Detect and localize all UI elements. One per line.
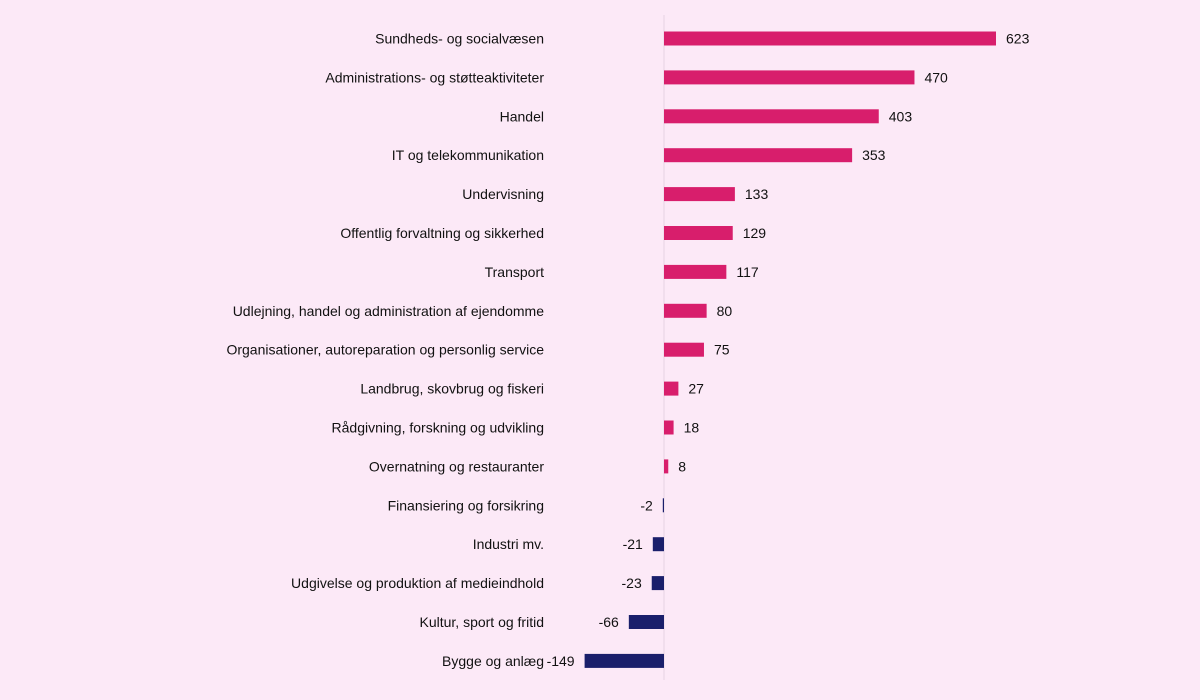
value-label: -66: [599, 614, 619, 630]
bar: [651, 576, 664, 591]
value-label: 470: [924, 69, 948, 85]
value-label: 75: [714, 342, 730, 358]
bar: [664, 109, 879, 124]
bar: [652, 537, 664, 552]
value-label: 129: [743, 225, 767, 241]
value-label: -23: [622, 575, 642, 591]
bar: [664, 187, 735, 202]
value-label: 623: [1006, 31, 1030, 47]
value-label: -21: [623, 536, 643, 552]
category-label: Udlejning, handel og administration af e…: [233, 303, 545, 319]
category-label: Kultur, sport og fritid: [419, 614, 544, 630]
value-label: 117: [736, 264, 759, 280]
bar: [664, 148, 853, 163]
category-label: Organisationer, autoreparation og person…: [226, 342, 544, 358]
bar: [664, 264, 727, 279]
bar: [664, 381, 679, 396]
bar: [584, 653, 664, 668]
value-label: 403: [889, 108, 913, 124]
value-label: 353: [862, 147, 886, 163]
bar: [664, 70, 915, 85]
category-label: Industri mv.: [473, 536, 544, 552]
category-label: Offentlig forvaltning og sikkerhed: [340, 225, 544, 241]
category-label: Finansiering og forsikring: [388, 497, 544, 513]
category-label: Administrations- og støtteaktiviteter: [325, 69, 544, 85]
category-label: Rådgivning, forskning og udvikling: [332, 420, 544, 436]
bar: [664, 226, 733, 240]
value-label: 18: [684, 420, 700, 436]
value-labels-group: 623 470 403 353 133 129 117 80 75 27 18 8 -2 -21 -23 -6…: [547, 31, 1030, 669]
category-label: Handel: [500, 108, 544, 124]
bar: [664, 31, 996, 46]
value-label: 80: [717, 303, 733, 319]
value-label: 27: [688, 381, 704, 397]
category-label: Overnatning og restauranter: [369, 458, 544, 474]
value-label: 8: [678, 458, 686, 474]
bar: [664, 303, 707, 318]
bars-group: [584, 31, 996, 668]
bar: [664, 342, 704, 357]
bar: [628, 615, 664, 629]
value-label: 133: [745, 186, 769, 202]
category-label: Undervisning: [462, 186, 544, 202]
bar: [664, 420, 674, 435]
category-label: Bygge og anlæg: [442, 653, 544, 669]
category-label: Transport: [485, 264, 545, 280]
category-label: Udgivelse og produktion af medieindhold: [291, 575, 544, 591]
value-label: -2: [640, 497, 653, 513]
category-label: Landbrug, skovbrug og fiskeri: [360, 381, 544, 397]
category-label: IT og telekommunikation: [392, 147, 544, 163]
category-labels-group: Sundheds- og socialvæsen Administrations-…: [226, 31, 544, 669]
bar: [662, 498, 664, 513]
category-label: Sundheds- og socialvæsen: [375, 31, 544, 47]
value-label: -149: [547, 653, 575, 669]
bar: [664, 459, 669, 474]
